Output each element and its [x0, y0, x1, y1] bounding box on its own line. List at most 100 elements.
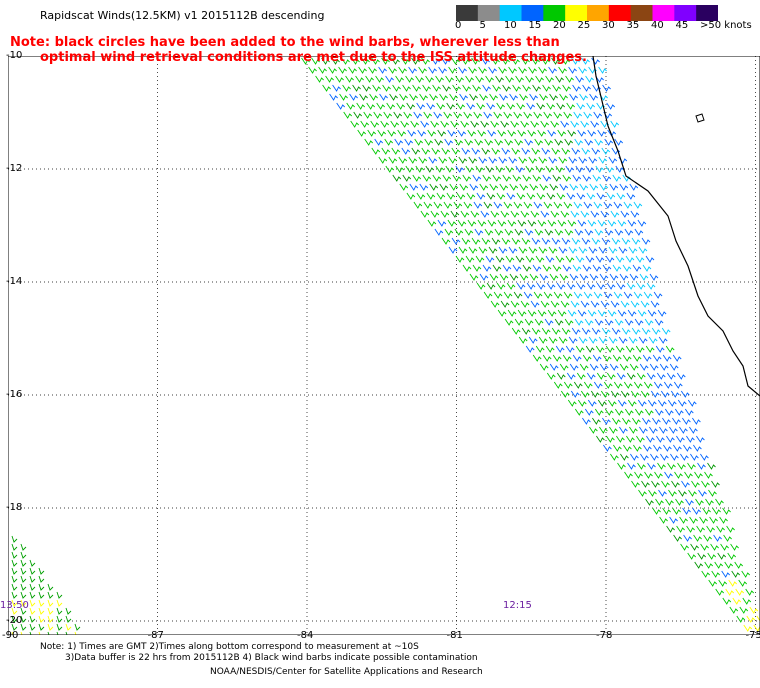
wind-barb	[617, 309, 627, 317]
wind-barb	[345, 75, 354, 83]
wind-barb	[446, 192, 456, 200]
wind-barb	[452, 84, 461, 92]
wind-barb	[666, 525, 675, 533]
wind-barb	[679, 426, 688, 434]
wind-barb	[543, 291, 553, 299]
wind-barb	[617, 399, 627, 407]
wind-barb	[602, 264, 612, 272]
wind-barb	[745, 588, 755, 596]
wind-barb	[615, 345, 625, 353]
wind-barb	[539, 273, 549, 281]
wind-barb	[11, 591, 18, 599]
wind-barb	[421, 147, 431, 155]
wind-barb	[544, 318, 554, 326]
wind-barb	[560, 390, 570, 398]
wind-barb	[584, 408, 594, 416]
wind-barb	[557, 129, 567, 137]
wind-barb	[592, 84, 601, 92]
wind-barb	[20, 575, 27, 583]
wind-barb	[602, 84, 611, 92]
wind-barb	[38, 599, 45, 607]
wind-barb	[481, 147, 491, 155]
wind-barb	[56, 599, 63, 607]
wind-barb	[731, 570, 741, 578]
wind-barb	[681, 480, 690, 488]
wind-barb	[580, 300, 590, 308]
wind-barb	[596, 435, 605, 443]
wind-barb	[711, 570, 721, 578]
wind-barb	[578, 336, 588, 344]
wind-barb	[621, 327, 631, 335]
wind-barb	[573, 111, 583, 119]
wind-barb	[482, 264, 492, 272]
wind-barb	[651, 480, 660, 488]
wind-barb	[471, 57, 480, 65]
wind-barb	[592, 417, 601, 425]
wind-barb	[574, 408, 584, 416]
wind-barb	[493, 291, 503, 299]
wind-barb	[560, 210, 570, 218]
wind-barb	[356, 102, 366, 110]
wind-barb	[482, 84, 491, 92]
wind-barb	[364, 138, 374, 146]
wind-barb	[507, 129, 517, 137]
wind-barb	[683, 444, 692, 452]
wind-barb	[398, 66, 407, 74]
wind-barb	[561, 147, 571, 155]
wind-barb	[521, 57, 530, 65]
wind-barb	[608, 156, 618, 164]
wind-barb	[488, 246, 498, 254]
wind-barb	[29, 583, 36, 591]
wind-barb	[579, 273, 589, 281]
wind-barb	[572, 174, 582, 182]
wind-barb	[573, 201, 583, 209]
wind-barb	[593, 291, 603, 299]
wind-barb	[435, 75, 444, 83]
wind-barb	[697, 552, 707, 560]
wind-barb	[500, 210, 510, 218]
wind-barb	[559, 93, 568, 101]
wind-barb	[606, 192, 616, 200]
wind-barb	[318, 66, 327, 74]
wind-barb	[742, 597, 752, 605]
wind-barb	[38, 567, 45, 575]
colorbar-label: 35	[626, 20, 640, 31]
wind-barb	[654, 408, 664, 416]
wind-barb	[643, 381, 653, 389]
wind-barb	[642, 264, 652, 272]
wind-barb	[569, 93, 578, 101]
wind-barb	[719, 516, 728, 524]
wind-barb	[586, 282, 596, 290]
wind-barb	[554, 138, 564, 146]
wind-barb	[611, 147, 621, 155]
wind-barb	[508, 156, 518, 164]
wind-barb	[694, 471, 703, 479]
colorbar-swatch	[543, 5, 566, 21]
wind-barb	[438, 66, 447, 74]
wind-barb	[551, 237, 561, 245]
wind-barb	[552, 174, 562, 182]
wind-barb	[366, 102, 376, 110]
wind-barb	[651, 327, 661, 335]
wind-barb	[535, 255, 545, 263]
wind-barb	[587, 219, 597, 227]
wind-barb	[714, 561, 724, 569]
wind-barb	[555, 345, 565, 353]
wind-barb	[577, 219, 587, 227]
wind-barb	[507, 219, 517, 227]
wind-barb	[607, 219, 617, 227]
wind-barb	[308, 66, 317, 74]
wind-barb	[653, 444, 662, 452]
wind-barb	[385, 75, 394, 83]
wind-barb	[457, 129, 467, 137]
wind-barb	[571, 327, 581, 335]
wind-barb	[20, 599, 27, 607]
wind-barb	[698, 489, 707, 497]
wind-barb	[713, 534, 722, 542]
wind-barb	[436, 192, 446, 200]
wind-barb	[401, 57, 410, 65]
wind-barb	[679, 516, 688, 524]
wind-barb	[329, 93, 338, 101]
wind-barb	[691, 480, 700, 488]
wind-barb	[620, 390, 630, 398]
